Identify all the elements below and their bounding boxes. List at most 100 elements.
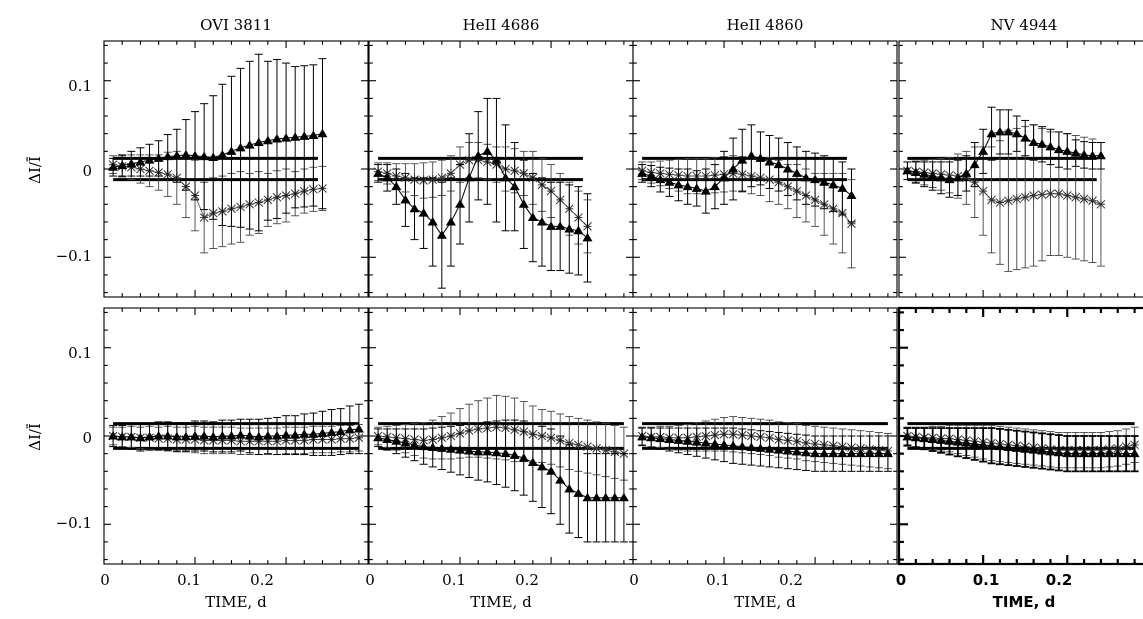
triangle-point	[208, 152, 219, 162]
triangle-point	[117, 160, 128, 169]
triangle-point	[436, 443, 447, 452]
column-title-heii-4860: HeII 4860	[727, 16, 804, 34]
triangle-point	[728, 164, 739, 173]
triangle-point	[637, 168, 648, 177]
triangle-point	[1095, 150, 1106, 160]
triangle-point	[409, 203, 420, 213]
star-point	[978, 186, 988, 196]
triangle-point	[409, 439, 420, 449]
x-tick-label: 0.1	[442, 571, 466, 589]
x-axis-label: TIME, d	[205, 593, 267, 611]
star-point	[592, 443, 601, 454]
triangle-point	[1121, 448, 1132, 458]
triangle-point	[637, 431, 648, 441]
star-series-line	[907, 435, 1135, 451]
star-point	[1046, 188, 1055, 199]
x-tick-label: 0.1	[973, 571, 1000, 589]
triangle-point	[673, 179, 684, 189]
x-tick-label: 0.2	[515, 571, 539, 589]
triangle-point	[709, 181, 720, 191]
star-point	[995, 197, 1005, 208]
triangle-point	[978, 439, 989, 449]
triangle-point	[936, 172, 947, 182]
y-tick-label: −0.1	[56, 514, 92, 532]
triangle-point	[1045, 446, 1056, 456]
triangle-point	[208, 431, 219, 441]
x-tick-label: 0.1	[177, 571, 201, 589]
triangle-point	[281, 133, 292, 142]
column-title-ovi-3811: OVI 3811	[200, 16, 272, 34]
panel	[632, 40, 898, 298]
triangle-point	[491, 155, 502, 164]
triangle-point	[482, 146, 493, 155]
triangle-point	[664, 177, 675, 186]
triangle-point	[1011, 443, 1022, 452]
triangle-point	[482, 446, 493, 456]
triangle-point	[500, 172, 511, 182]
triangle-point	[655, 174, 666, 184]
x-tick-label: 0	[100, 571, 110, 589]
star-point	[1004, 195, 1013, 206]
triangle-point	[382, 172, 393, 182]
triangle-point	[171, 150, 182, 160]
triangle-point	[682, 181, 693, 191]
x-axis-label: TIME, d	[993, 593, 1056, 611]
triangle-point	[1129, 448, 1140, 458]
triangle-point	[944, 436, 955, 445]
x-tick-label: 0	[365, 571, 375, 589]
y-axis-label-bottom: ΔI/Ī	[26, 423, 44, 451]
x-axis-label: TIME, d	[470, 593, 532, 611]
triangle-point	[573, 488, 584, 497]
triangle-point	[290, 430, 301, 439]
triangle-point	[373, 432, 384, 442]
triangle-point	[1070, 448, 1081, 458]
star-series-line	[642, 433, 888, 452]
triangle-point	[418, 441, 429, 451]
triangle-point	[755, 153, 766, 162]
triangle-point	[1003, 442, 1014, 451]
triangle-point	[837, 448, 848, 458]
triangle-point	[445, 444, 456, 453]
triangle-point	[162, 431, 173, 440]
triangle-point	[746, 150, 757, 160]
triangle-point	[527, 212, 538, 222]
triangle-point	[700, 438, 711, 447]
triangle-point	[382, 434, 393, 444]
triangle-point	[810, 448, 821, 458]
triangle-point	[655, 433, 666, 443]
star-point	[1062, 190, 1072, 201]
triangle-point	[746, 442, 757, 451]
triangle-point	[436, 230, 447, 239]
triangle-point	[944, 174, 955, 184]
triangle-point	[791, 446, 802, 456]
star-point	[1020, 192, 1030, 203]
triangle-point	[1037, 446, 1048, 455]
triangle-point	[546, 466, 557, 475]
star-point	[574, 440, 583, 450]
triangle-point	[253, 137, 264, 147]
column-title-heii-4686: HeII 4686	[463, 16, 540, 34]
triangle-point	[1087, 448, 1098, 458]
star-point	[1071, 192, 1081, 203]
triangle-point	[353, 423, 364, 433]
triangle-point	[491, 447, 502, 457]
triangle-point	[162, 151, 173, 161]
triangle-point	[190, 431, 201, 440]
triangle-point	[927, 434, 938, 444]
triangle-point	[609, 492, 620, 502]
panel	[898, 40, 1143, 298]
triangle-point	[682, 436, 693, 445]
x-tick-label: 0.1	[706, 571, 730, 589]
triangle-series-line	[907, 436, 1135, 455]
star-point	[446, 168, 456, 179]
triangle-point	[326, 427, 337, 436]
triangle-point	[509, 450, 520, 459]
triangle-point	[555, 475, 566, 484]
triangle-point	[135, 156, 146, 166]
triangle-point	[1104, 448, 1115, 458]
triangle-point	[117, 431, 128, 441]
triangle-series-line	[113, 133, 323, 168]
star-point	[1079, 194, 1089, 204]
triangle-point	[262, 431, 273, 440]
